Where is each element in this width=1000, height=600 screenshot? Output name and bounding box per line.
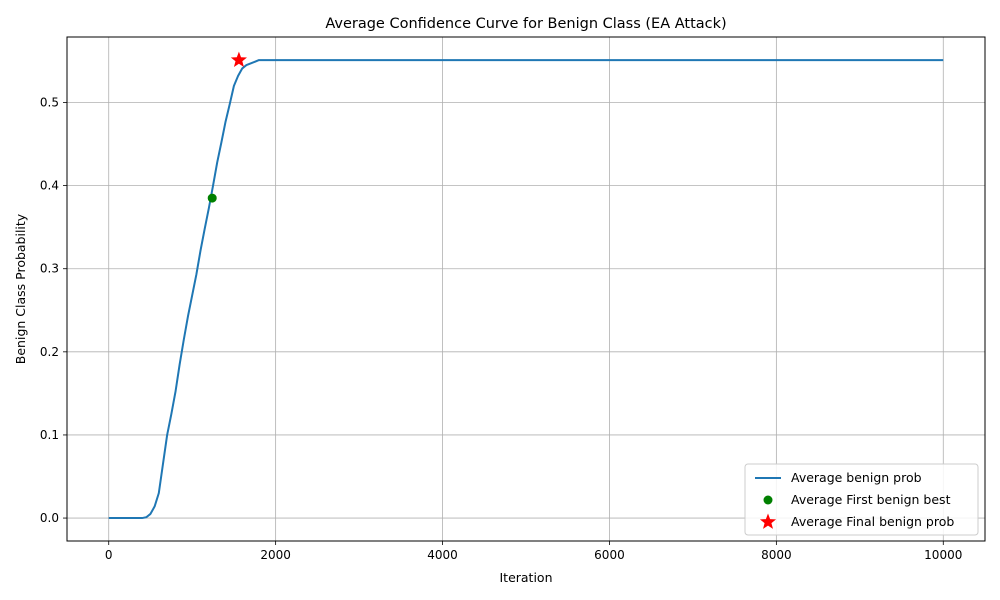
y-tick-label: 0.1 [40,428,59,442]
x-tick-label: 8000 [761,548,792,562]
final-benign-prob-star [230,51,247,67]
legend-star-swatch [759,513,777,529]
x-axis-label: Iteration [499,570,552,585]
first-benign-best-point [207,193,217,203]
legend: Average benign prob Average First benign… [744,463,979,536]
x-tick-label: 4000 [427,548,458,562]
plot-frame [66,36,986,542]
legend-star-icon [759,513,777,529]
y-tick-label: 0.0 [40,511,59,525]
legend-label-final-prob: Average Final benign prob [791,514,954,529]
y-tick-label: 0.5 [40,95,59,109]
x-tick-label: 6000 [594,548,625,562]
series-layer [108,51,944,520]
y-tick-label: 0.3 [40,262,59,276]
ticks-layer: 0 2000 4000 6000 8000 10000 0.0 0.1 0.2 0.3 0.4 0.5 [40,95,962,562]
x-tick-label: 0 [105,548,113,562]
grid-layer [67,37,985,541]
legend-label-benign-prob: Average benign prob [791,470,922,485]
y-axis-label: Benign Class Probability [13,213,28,364]
chart-title: Average Confidence Curve for Benign Clas… [325,16,726,32]
legend-label-first-best: Average First benign best [791,492,951,507]
y-tick-label: 0.4 [40,179,59,193]
legend-box [744,463,979,536]
y-tick-label: 0.2 [40,345,59,359]
benign-prob-line [108,59,944,520]
x-tick-label: 10000 [924,548,962,562]
x-tick-label: 2000 [260,548,291,562]
legend-circle-swatch [763,495,773,505]
